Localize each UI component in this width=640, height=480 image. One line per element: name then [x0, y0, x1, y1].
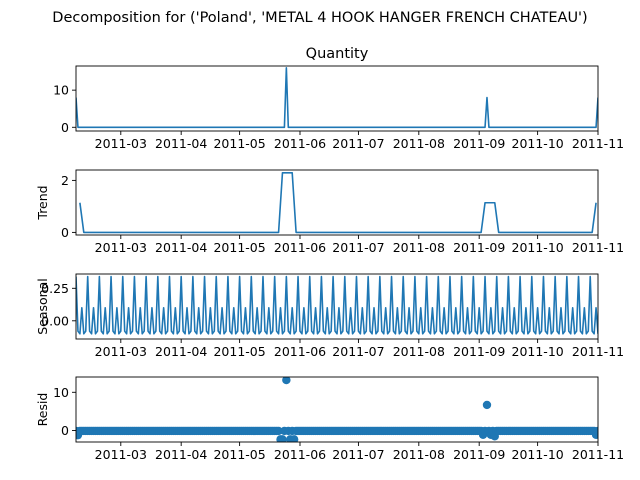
x-tick-label: 2011-10	[512, 447, 564, 462]
x-tick-label: 2011-10	[512, 240, 564, 255]
subplot-title: Quantity	[306, 46, 369, 62]
x-tick-label: 2011-06	[274, 240, 326, 255]
x-tick-label: 2011-09	[453, 344, 505, 359]
x-tick-label: 2011-09	[453, 447, 505, 462]
x-tick-label: 2011-04	[155, 136, 207, 151]
x-tick-label: 2011-05	[213, 136, 265, 151]
x-tick-label: 2011-08	[393, 344, 445, 359]
data-layer	[76, 377, 598, 442]
x-tick-label: 2011-10	[512, 136, 564, 151]
axes-frame	[75, 169, 599, 236]
resid-point-2011-05-25	[282, 377, 291, 385]
subplot-quantity: 0 10 2011-03 2011-04 2011-05 2011-06 2011-07 20…	[53, 46, 624, 151]
data-layer	[76, 67, 598, 129]
x-tick-label: 2011-09	[453, 240, 505, 255]
series-line-seasonal	[76, 275, 598, 335]
subplot-seasonal: 0.00 0.25 2011-03 2011-04 2011-05 2011-06 2011…	[35, 273, 624, 359]
x-tick-label: 2011-05	[213, 344, 265, 359]
x-tick-label: 2011-04	[155, 344, 207, 359]
x-tick-label: 2011-06	[274, 344, 326, 359]
data-layer	[79, 172, 597, 234]
y-tick-label: 0.25	[41, 281, 69, 296]
x-tick-label: 2011-03	[95, 136, 147, 151]
subplot-trend: 0 2 2011-03 2011-04 2011-05 2011-06 2011-07 201…	[35, 169, 624, 255]
x-tick-label: 2011-11	[572, 344, 624, 359]
y-axis-label: Seasonal	[35, 278, 50, 335]
x-tick-label: 2011-07	[332, 447, 384, 462]
y-axis-label: Resid	[35, 393, 50, 427]
data-layer	[76, 275, 598, 335]
x-tick-label: 2011-06	[274, 136, 326, 151]
x-tick-label: 2011-10	[512, 344, 564, 359]
resid-point-2011-09-05	[482, 400, 492, 410]
resid-point-2011-05-21	[274, 426, 283, 436]
x-tick-label: 2011-11	[572, 136, 624, 151]
x-tick-label: 2011-11	[572, 240, 624, 255]
y-tick-label: 10	[53, 83, 69, 98]
x-tick-label: 2011-03	[95, 447, 147, 462]
figure-suptitle: Decomposition for ('Poland', 'METAL 4 HO…	[52, 10, 587, 26]
series-line-quantity	[76, 67, 598, 129]
resid-point-2011-05-29	[289, 435, 299, 442]
x-tick-label: 2011-04	[155, 447, 207, 462]
x-tick-label: 2011-06	[274, 447, 326, 462]
x-tick-label: 2011-03	[95, 240, 147, 255]
x-tick-label: 2011-03	[95, 344, 147, 359]
y-tick-label: 2	[61, 173, 69, 188]
x-tick-label: 2011-05	[213, 447, 265, 462]
x-tick-label: 2011-04	[155, 240, 207, 255]
x-tick-label: 2011-11	[572, 447, 624, 462]
y-tick-label: 10	[53, 385, 69, 400]
axes-frame	[75, 273, 599, 340]
y-tick-label: 0.00	[41, 313, 69, 328]
x-tick-label: 2011-09	[453, 136, 505, 151]
x-tick-label: 2011-07	[332, 136, 384, 151]
x-tick-label: 2011-07	[332, 240, 384, 255]
x-tick-label: 2011-08	[393, 447, 445, 462]
x-tick-label: 2011-07	[332, 344, 384, 359]
subplot-resid: 0 10 2011-03 2011-04 2011-05 2011-06 2011-07 20…	[35, 376, 624, 462]
resid-point-2011-11-01	[593, 426, 598, 436]
resid-point-2011-05-23	[278, 435, 287, 442]
x-tick-label: 2011-05	[213, 240, 265, 255]
y-tick-label: 0	[61, 423, 69, 438]
series-line-trend	[79, 172, 597, 234]
x-tick-label: 2011-08	[393, 136, 445, 151]
y-tick-label: 0	[61, 120, 69, 135]
y-axis-label: Trend	[35, 185, 50, 220]
x-tick-label: 2011-08	[393, 240, 445, 255]
y-tick-label: 0	[61, 225, 69, 240]
axes-frame	[75, 65, 599, 132]
axes-frame	[75, 376, 599, 443]
